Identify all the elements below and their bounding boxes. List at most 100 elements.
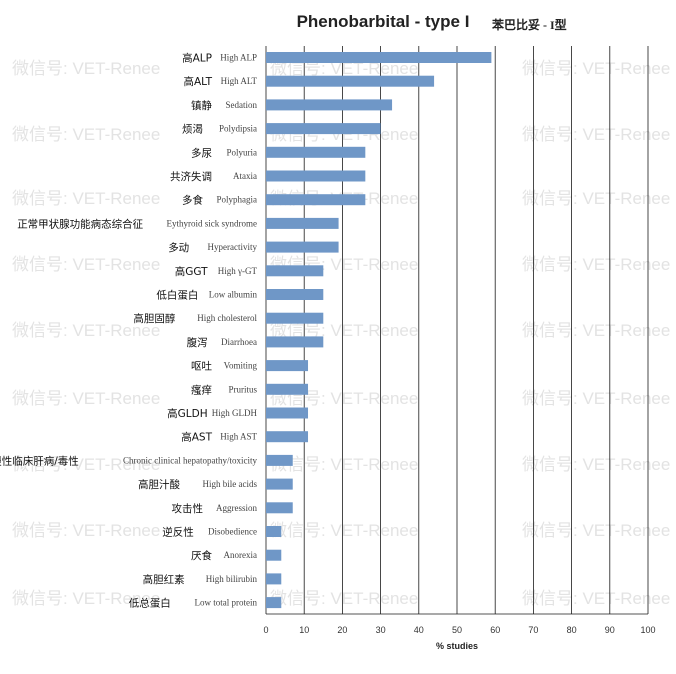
grid-layer [265,46,649,615]
category-label-en: Chronic clinical hepatopathy/toxicity [123,455,257,465]
bar [266,597,282,609]
category-label-en: Polydipsia [219,124,257,134]
bar [266,502,293,514]
watermark-text: 微信号: VET-Renee [270,455,418,474]
x-tick-label: 70 [528,625,538,635]
category-label-cn: 高胆汁酸 [138,478,180,491]
category-label-cn: 腹泻 [187,336,208,349]
bar [266,146,366,158]
x-tick-label: 80 [567,625,577,635]
category-label-en: High ALP [220,53,257,63]
category-label-en: High AST [220,432,257,442]
category-label-cn: 呕吐 [191,361,212,373]
category-label-en: Aggression [216,503,257,513]
watermark-text: 微信号: VET-Renee [270,589,418,608]
category-label-cn: 瘙痒 [191,383,212,396]
bar [266,123,381,135]
x-tick-label: 100 [640,625,655,635]
x-axis-label: % studies [436,641,478,651]
watermark-text: 微信号: VET-Renee [12,125,160,144]
watermark-text: 微信号: VET-Renee [12,389,160,408]
watermark-text: 微信号: VET-Renee [522,521,670,540]
category-label-en: Pruritus [228,384,257,394]
category-label-en: High GLDH [212,408,258,418]
bars-layer [266,52,492,609]
category-label-cn: 高AST [181,431,212,444]
bar [266,241,339,253]
watermark-text: 微信号: VET-Renee [12,521,160,540]
category-label-en: High bile acids [203,479,258,489]
bar [266,170,366,182]
category-label-en: High cholesterol [197,313,257,323]
x-tick-label: 90 [605,625,615,635]
category-label-cn: 低白蛋白 [156,289,198,302]
bar [266,454,293,466]
x-tick-label: 60 [490,625,500,635]
category-label-cn: 多尿 [191,146,212,159]
category-label-cn: 共济失调 [170,170,212,183]
watermark-layer: 微信号: VET-Renee 微信号: VET-Renee 微信号: VET-Ren… [12,59,670,608]
bar [266,75,435,87]
watermark-text: 微信号: VET-Renee [270,59,418,78]
category-label-en: Hyperactivity [208,242,258,252]
watermark-text: 微信号: VET-Renee [522,389,670,408]
bar [266,336,324,348]
category-label-cn: 正常甲状腺功能病态综合征 [17,217,143,230]
category-label-en: High ALT [221,76,258,86]
watermark-text: 微信号: VET-Renee [522,589,670,608]
category-label-en: Polyphagia [217,195,258,205]
x-tick-label: 50 [452,625,462,635]
x-tick-label: 0 [263,625,268,635]
bar [266,99,393,111]
category-label-en: Low total protein [195,598,258,608]
watermark-text: 微信号: VET-Renee [12,321,160,340]
category-label-cn: 高胆固醇 [133,312,175,325]
category-label-cn: 慢性临床肝病/毒性 [0,454,79,467]
bar [266,194,366,206]
category-label-en: Vomiting [224,361,258,371]
watermark-text: 微信号: VET-Renee [522,125,670,144]
category-label-en: Polyuria [227,147,258,157]
watermark-text: 微信号: VET-Renee [270,321,418,340]
watermark-text: 微信号: VET-Renee [12,255,160,274]
chart-subtitle: 苯巴比妥 - I型 [491,17,567,32]
category-label-en: Disobedience [208,527,257,537]
bar [266,431,309,443]
bar [266,383,309,395]
category-label-cn: 烦渴 [182,123,203,136]
bar [266,312,324,324]
bar [266,360,309,372]
category-label-cn: 高胆红素 [143,573,185,586]
x-tick-label: 10 [299,625,309,635]
watermark-text: 微信号: VET-Renee [12,589,160,608]
category-label-cn: 高GGT [175,265,208,278]
category-labels-layer: High ALP 高ALP High ALT 高ALT Sedation 镇静 Polydi… [0,52,258,610]
category-label-cn: 高GLDH [167,407,207,420]
category-label-cn: 低总蛋白 [129,597,171,610]
watermark-text: 微信号: VET-Renee [12,59,160,78]
category-label-en: Low albumin [209,290,258,300]
category-label-en: Anorexia [224,550,258,560]
category-label-cn: 厌食 [191,549,212,562]
x-ticks-layer: 0 10 20 30 40 50 60 70 80 90 100 [263,625,655,635]
watermark-text: 微信号: VET-Renee [12,189,160,208]
bar [266,217,339,229]
category-label-en: High γ-GT [218,266,258,276]
category-label-en: Sedation [226,100,258,110]
watermark-text: 微信号: VET-Renee [522,59,670,78]
category-label-cn: 多动 [168,241,189,254]
category-label-cn: 多食 [182,194,203,207]
category-label-en: High bilirubin [206,574,258,584]
category-label-cn: 高ALT [183,75,212,88]
category-label-cn: 高ALP [182,52,212,65]
bar [266,573,282,585]
bar [266,52,492,63]
bar [266,289,324,300]
watermark-text: 微信号: VET-Renee [522,455,670,474]
watermark-text: 微信号: VET-Renee [522,255,670,274]
chart-title: Phenobarbital - type I [297,12,470,31]
category-label-cn: 攻击性 [172,502,204,515]
watermark-text: 微信号: VET-Renee [522,321,670,340]
bar [266,407,309,419]
